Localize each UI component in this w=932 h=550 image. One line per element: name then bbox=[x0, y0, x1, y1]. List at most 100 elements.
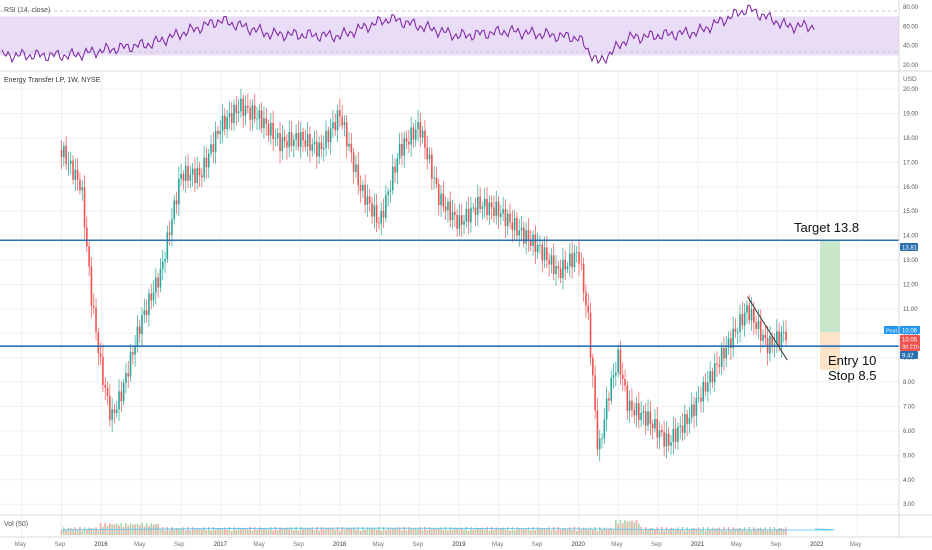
candle-body bbox=[688, 417, 691, 425]
volume-bar bbox=[718, 527, 721, 535]
candle-body bbox=[152, 292, 155, 301]
volume-bar bbox=[587, 528, 590, 535]
volume-bar bbox=[769, 527, 771, 535]
volume-bar bbox=[557, 527, 560, 535]
candle-body bbox=[67, 163, 70, 165]
candle-body bbox=[456, 214, 458, 229]
candle-body bbox=[297, 132, 300, 147]
volume-bar bbox=[394, 527, 396, 535]
rsi-tick-label: 20.00 bbox=[903, 63, 919, 69]
candle-body bbox=[359, 184, 362, 191]
candle-body bbox=[90, 266, 93, 306]
candle-body bbox=[440, 193, 442, 206]
volume-bar bbox=[102, 526, 104, 535]
volume-bar bbox=[644, 527, 647, 535]
volume-bar bbox=[686, 527, 688, 535]
candle-body bbox=[527, 230, 530, 241]
volume-bar bbox=[318, 530, 320, 535]
candle-body bbox=[350, 143, 353, 153]
candle-body bbox=[79, 179, 81, 191]
candle-body bbox=[97, 332, 100, 354]
volume-bar bbox=[166, 527, 169, 535]
volume-bar bbox=[513, 530, 516, 535]
candle-body bbox=[750, 308, 753, 321]
candle-body bbox=[341, 116, 343, 126]
candle-body bbox=[580, 263, 583, 265]
volume-bar bbox=[720, 529, 723, 535]
candle-body bbox=[396, 158, 399, 173]
candle-body bbox=[224, 115, 226, 130]
volume-bar bbox=[143, 526, 146, 535]
candle-body bbox=[327, 130, 330, 143]
candle-body bbox=[564, 260, 567, 270]
volume-bar bbox=[283, 528, 286, 535]
candle-body bbox=[644, 411, 647, 426]
volume-bar bbox=[695, 528, 698, 535]
volume-bar bbox=[67, 527, 70, 535]
candle-body bbox=[299, 131, 302, 147]
candle-body bbox=[509, 213, 511, 223]
candle-body bbox=[385, 195, 387, 218]
post-price-text: 10.06 bbox=[902, 329, 918, 335]
candle-body bbox=[771, 335, 774, 346]
candle-body bbox=[155, 277, 157, 293]
candle-body bbox=[235, 104, 238, 114]
volume-bar bbox=[419, 527, 422, 535]
candle-body bbox=[401, 143, 403, 156]
volume-bar bbox=[594, 527, 596, 535]
volume-bar bbox=[755, 528, 757, 535]
candle-body bbox=[479, 196, 481, 209]
candle-body bbox=[205, 157, 208, 168]
volume-bar bbox=[626, 521, 629, 535]
candle-body bbox=[592, 357, 594, 376]
volume-bar bbox=[732, 527, 734, 535]
time-axis: May Sep 2016 May Sep 2017 May Sep 2018 May Sep 2019… bbox=[15, 542, 861, 548]
candle-body bbox=[573, 252, 576, 268]
volume-bar bbox=[776, 529, 778, 535]
rsi-line bbox=[1, 4, 815, 65]
volume-bar bbox=[345, 527, 348, 535]
candle-body bbox=[557, 266, 560, 269]
volume-bar bbox=[612, 529, 615, 535]
candle-body bbox=[274, 138, 277, 140]
candle-body bbox=[267, 123, 270, 136]
volume-bar bbox=[274, 527, 277, 535]
volume-bar bbox=[148, 525, 150, 535]
volume-bar bbox=[739, 527, 741, 535]
candle-body bbox=[313, 141, 316, 145]
candle-body bbox=[697, 397, 700, 399]
candle-body bbox=[92, 305, 95, 308]
volume-bar bbox=[757, 528, 760, 535]
volume-bar bbox=[265, 527, 268, 535]
stop-annotation: Stop 8.5 bbox=[828, 368, 876, 383]
target-price-badge: 13.81 bbox=[900, 243, 918, 252]
candle-body bbox=[661, 429, 663, 433]
candle-body bbox=[569, 253, 571, 267]
volume-bar bbox=[663, 530, 665, 535]
candle-body bbox=[610, 377, 613, 401]
candle-body bbox=[424, 130, 426, 148]
volume-bar bbox=[79, 527, 81, 535]
candle-body bbox=[65, 145, 67, 164]
candle-body bbox=[343, 122, 346, 126]
candle-body bbox=[695, 398, 698, 416]
volume-bar bbox=[603, 527, 606, 535]
candle-body bbox=[631, 400, 633, 411]
volume-bar bbox=[180, 528, 182, 535]
volume-bar bbox=[86, 529, 88, 535]
time-tick-label: May bbox=[611, 542, 622, 548]
candle-body bbox=[417, 122, 419, 130]
volume-bar bbox=[555, 530, 557, 535]
volume-bar bbox=[631, 520, 633, 535]
candle-body bbox=[371, 203, 373, 217]
candle-body bbox=[233, 104, 235, 123]
candle-body bbox=[150, 293, 153, 301]
candle-body bbox=[306, 134, 309, 147]
volume-bar bbox=[447, 530, 449, 535]
candle-body bbox=[132, 352, 134, 355]
candle-body bbox=[720, 347, 723, 367]
countdown-text: 3d 21h bbox=[902, 345, 919, 351]
volume-bar bbox=[569, 527, 571, 535]
volume-bar bbox=[509, 530, 511, 535]
volume-bar bbox=[483, 529, 486, 535]
